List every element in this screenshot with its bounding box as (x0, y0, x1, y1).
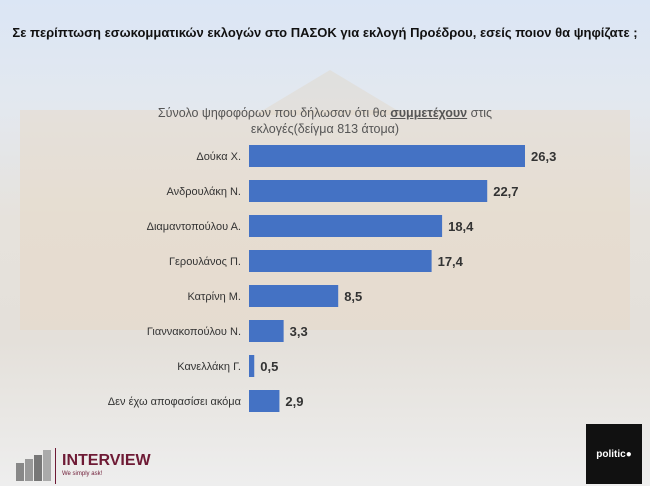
interview-logo-icon (16, 450, 51, 481)
category-label: Δούκα Χ. (196, 151, 241, 163)
category-label: Κανελλάκη Γ. (177, 361, 241, 373)
category-label: Διαμαντοπούλου Α. (147, 221, 241, 233)
data-label: 18,4 (448, 219, 474, 234)
interview-logo-name: INTERVIEW (62, 452, 151, 469)
data-label: 17,4 (438, 254, 464, 269)
interview-logo-tagline: We simply ask! (62, 471, 103, 477)
chart-title: Σε περίπτωση εσωκομματικών εκλογών στο Π… (12, 25, 638, 40)
politico-logo: politic● (586, 424, 642, 484)
bar (249, 145, 525, 167)
bar (249, 320, 284, 342)
category-label: Δεν έχω αποφασίσει ακόμα (108, 396, 242, 408)
bar (249, 250, 432, 272)
data-label: 3,3 (290, 324, 308, 339)
chart-subtitle: Σύνολο ψηφοφόρων που δήλωσαν ότι θα συμμ… (157, 106, 493, 136)
bar (249, 355, 255, 377)
data-label: 2,9 (285, 394, 303, 409)
bar (249, 180, 488, 202)
category-label: Γερουλάνος Π. (169, 256, 241, 268)
category-label: Κατρίνη Μ. (187, 291, 241, 303)
bar (249, 390, 280, 412)
logo-divider (55, 448, 56, 484)
bar (249, 215, 443, 237)
data-label: 22,7 (493, 184, 518, 199)
data-label: 8,5 (344, 289, 362, 304)
category-label: Ανδρουλάκη Ν. (166, 186, 241, 198)
data-label: 0,5 (260, 359, 278, 374)
data-label: 26,3 (531, 149, 556, 164)
category-label: Γιαννακοπούλου Ν. (147, 326, 241, 338)
bar (249, 285, 339, 307)
